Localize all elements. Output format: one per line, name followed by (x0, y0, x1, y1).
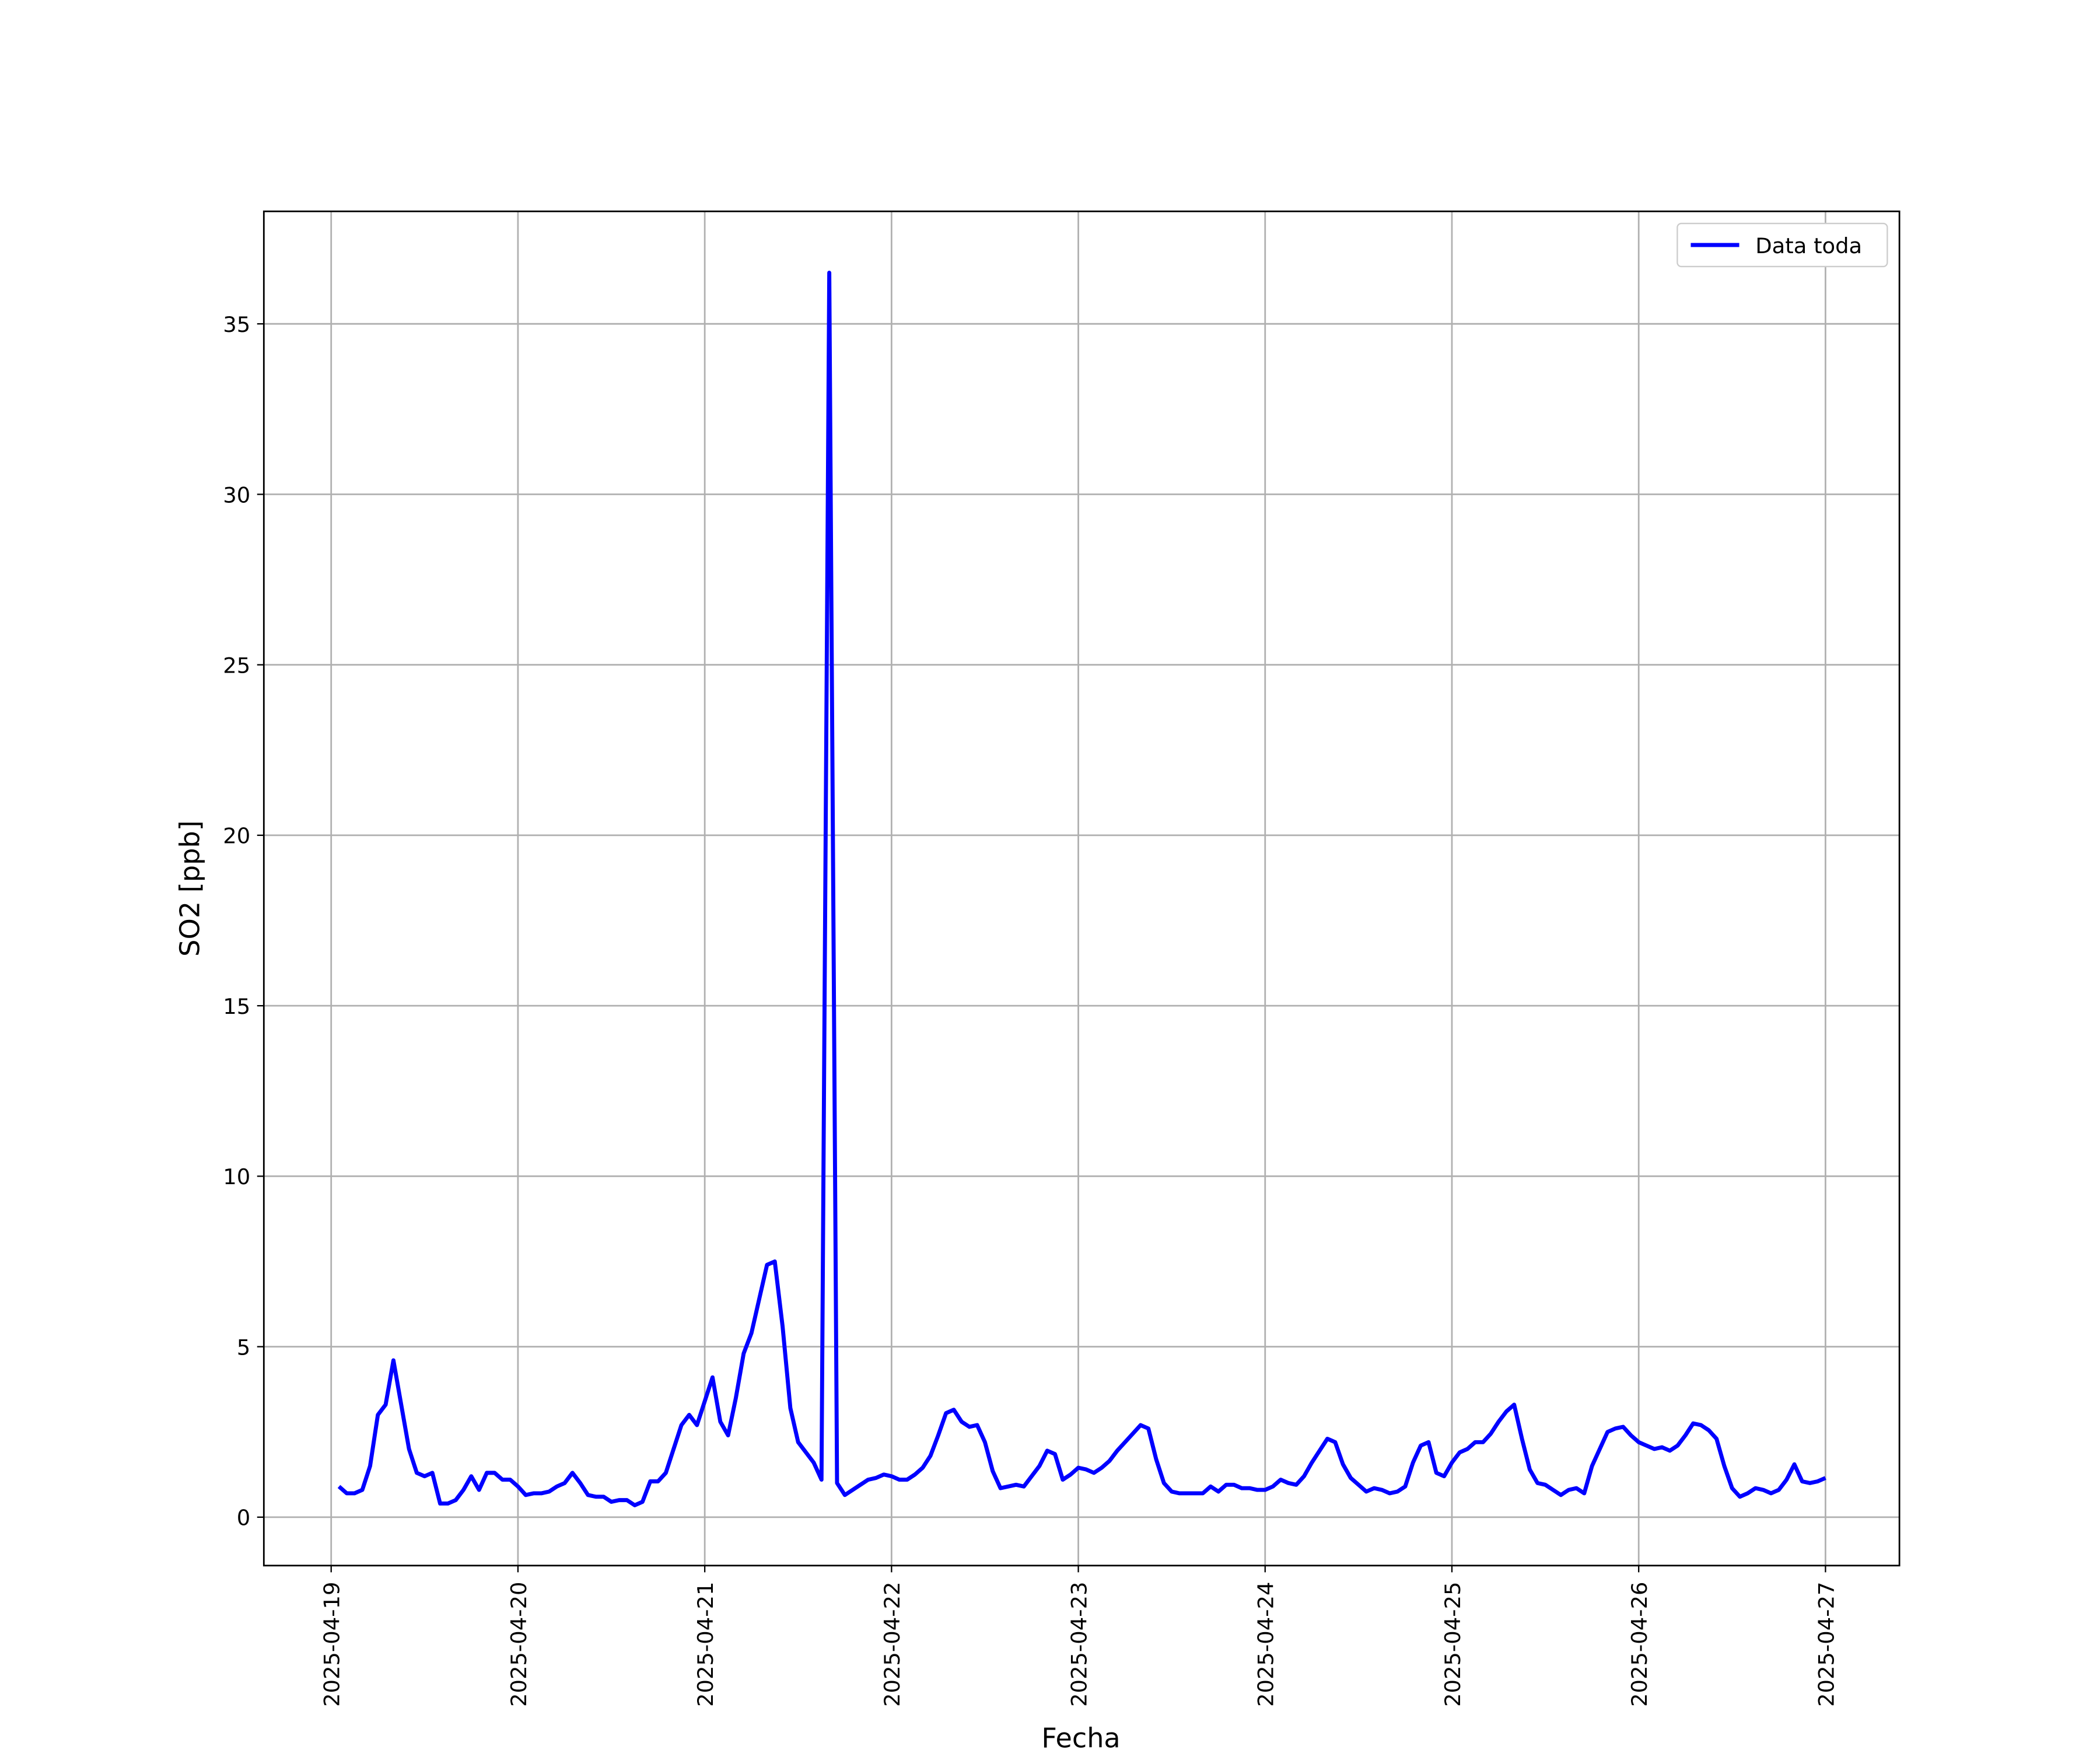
y-tick-label: 35 (223, 312, 250, 337)
legend-box (1676, 222, 1888, 268)
x-tick-label: 2025-04-23 (1066, 1582, 1091, 1707)
x-tick-label: 2025-04-24 (1254, 1582, 1279, 1707)
x-tick-label: 2025-04-22 (880, 1582, 905, 1707)
x-tick-label: 2025-04-26 (1627, 1582, 1652, 1707)
legend-label: Data toda (1755, 233, 1862, 258)
plot-frame (262, 210, 1901, 1567)
x-tick-label: 2025-04-19 (320, 1582, 345, 1707)
x-tick-label: 2025-04-27 (1814, 1582, 1839, 1707)
y-axis-label: SO2 [ppb] (174, 820, 206, 957)
x-tick-label: 2025-04-25 (1440, 1582, 1465, 1707)
y-tick-label: 30 (223, 482, 250, 508)
y-tick-label: 10 (223, 1164, 250, 1189)
data-line (337, 271, 1826, 1507)
y-tick-label: 5 (237, 1335, 250, 1360)
y-tick-label: 25 (223, 653, 250, 678)
x-axis-label: Fecha (1041, 1722, 1120, 1750)
x-tick-label: 2025-04-21 (693, 1582, 718, 1707)
y-tick-label: 0 (237, 1506, 250, 1531)
x-tick-label: 2025-04-20 (506, 1582, 531, 1707)
y-tick-label: 20 (223, 824, 250, 849)
y-tick-label: 15 (223, 994, 250, 1019)
